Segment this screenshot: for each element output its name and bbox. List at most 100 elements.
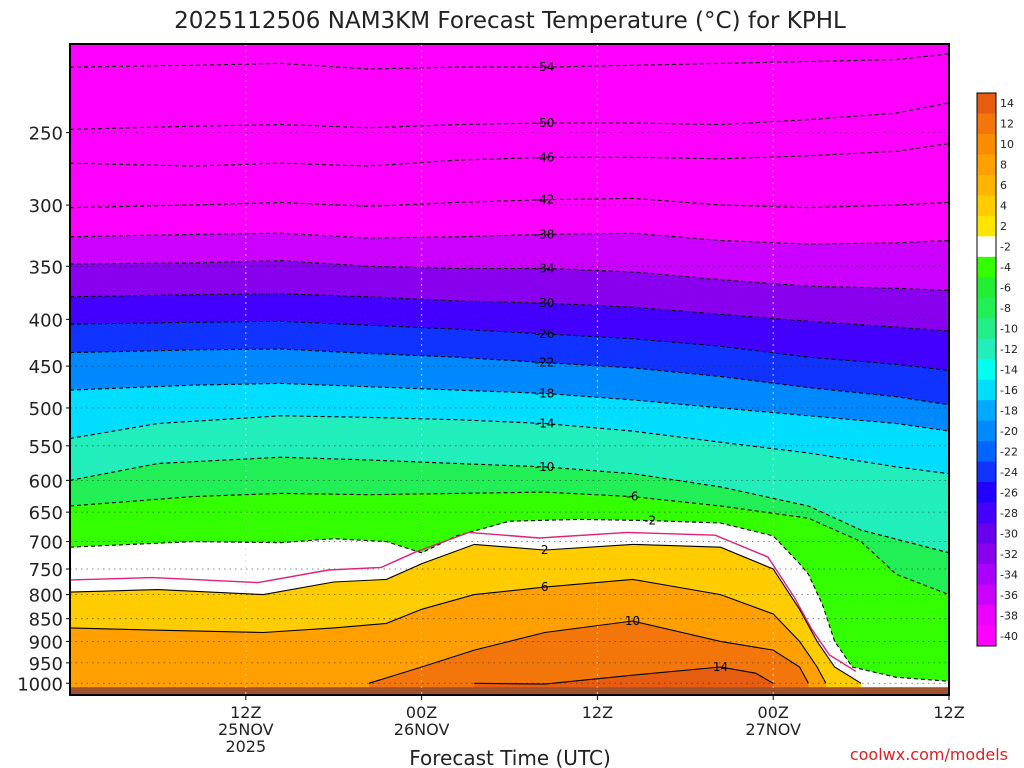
colorbar-swatch-3 xyxy=(977,154,996,176)
isotherm-label-14: 14 xyxy=(713,660,728,674)
y-tick-label-250: 250 xyxy=(29,124,63,145)
colorbar-swatch-23 xyxy=(977,564,996,586)
colorbar-swatch-15 xyxy=(977,400,996,422)
colorbar-label-13: -14 xyxy=(1000,364,1018,377)
x-tick-label-43-0: 12Z xyxy=(933,703,964,722)
y-tick-label-1000: 1000 xyxy=(17,674,63,695)
colorbar-label-21: -30 xyxy=(1000,527,1018,540)
colorbar-label-10: -8 xyxy=(1000,302,1011,315)
colorbar-swatch-20 xyxy=(977,502,996,524)
isotherm--14 xyxy=(70,415,949,475)
x-tick-label-3-2: 2025 xyxy=(225,737,266,756)
colorbar-label-26: -40 xyxy=(1000,630,1018,643)
colorbar-label-4: 6 xyxy=(1000,179,1007,192)
colorbar-swatch-18 xyxy=(977,461,996,483)
colorbar-swatch-2 xyxy=(977,133,996,155)
colorbar-label-11: -10 xyxy=(1000,323,1018,336)
y-tick-label-750: 750 xyxy=(29,560,63,581)
isotherm-label-10: 10 xyxy=(625,614,640,628)
colorbar-swatch-11 xyxy=(977,318,996,340)
colorbar-swatch-5 xyxy=(977,195,996,217)
colorbar-swatch-6 xyxy=(977,215,996,237)
colorbar-swatch-0 xyxy=(977,93,996,114)
colorbar-label-0: 14 xyxy=(1000,97,1014,110)
colorbar: 14 12 10 8 6 4 2 -2 -4 -6 -8 -10 -12 -14 -16 -18 -20 -22 -… xyxy=(976,92,1018,647)
isotherm-label--34: -34 xyxy=(535,262,555,276)
isotherm-10 xyxy=(368,620,809,684)
y-tick-label-350: 350 xyxy=(29,257,63,278)
y-tick-label-650: 650 xyxy=(29,503,63,524)
isotherm--6 xyxy=(70,491,949,596)
colorbar-swatch-25 xyxy=(977,605,996,627)
y-tick-label-700: 700 xyxy=(29,533,63,554)
colorbar-swatch-10 xyxy=(977,297,996,319)
x-tick-label-23-0: 12Z xyxy=(582,703,613,722)
chart-title: 2025112506 NAM3KM Forecast Temperature (… xyxy=(174,8,846,34)
y-tick-label-850: 850 xyxy=(29,610,63,631)
colorbar-swatch-16 xyxy=(977,420,996,442)
colorbar-label-23: -34 xyxy=(1000,568,1018,581)
y-axis-ticks: 2503003504004505005506006507007508008509… xyxy=(17,124,70,695)
colorbar-swatch-13 xyxy=(977,359,996,381)
isotherm--10 xyxy=(70,456,949,554)
isotherm-label--54: -54 xyxy=(535,60,555,74)
colorbar-label-14: -16 xyxy=(1000,384,1018,397)
y-tick-label-300: 300 xyxy=(29,196,63,217)
isotherm-label--10: -10 xyxy=(535,460,555,474)
y-tick-label-550: 550 xyxy=(29,437,63,458)
colorbar-frame xyxy=(976,92,997,647)
isotherm-label--22: -22 xyxy=(535,356,555,370)
isotherm-label--6: -6 xyxy=(627,490,639,504)
colorbar-swatch-7 xyxy=(977,236,996,258)
isotherm-label--38: -38 xyxy=(535,227,555,241)
colorbar-label-24: -36 xyxy=(1000,589,1018,602)
colorbar-label-20: -28 xyxy=(1000,507,1018,520)
isotherm-label--14: -14 xyxy=(535,417,555,431)
y-tick-label-600: 600 xyxy=(29,471,63,492)
x-tick-label-3-1: 25NOV xyxy=(218,720,274,739)
isotherm-label-2: 2 xyxy=(541,543,549,557)
y-tick-label-800: 800 xyxy=(29,586,63,607)
y-tick-label-450: 450 xyxy=(29,357,63,378)
colorbar-swatch-14 xyxy=(977,379,996,401)
plot-frame xyxy=(69,43,950,696)
grid-lines xyxy=(70,44,950,695)
colorbar-swatch-21 xyxy=(977,523,996,545)
x-tick-label-3-0: 12Z xyxy=(230,703,261,722)
x-tick-label-33-1: 27NOV xyxy=(745,720,801,739)
isotherm-contours: -54-50-46-42-38-34-30-26-22-18-14-10-6-2… xyxy=(70,53,949,685)
isotherm-6 xyxy=(70,578,827,684)
colorbar-swatch-19 xyxy=(977,482,996,504)
colorbar-label-19: -26 xyxy=(1000,486,1018,499)
isotherm-label--46: -46 xyxy=(535,150,555,164)
colorbar-label-8: -4 xyxy=(1000,261,1011,274)
colorbar-swatch-4 xyxy=(977,174,996,196)
isotherm-label-6: 6 xyxy=(541,580,549,594)
isotherm-label--50: -50 xyxy=(535,116,555,130)
colorbar-label-9: -6 xyxy=(1000,282,1011,295)
isotherm-label--26: -26 xyxy=(535,327,555,341)
x-tick-label-13-0: 00Z xyxy=(406,703,437,722)
colorbar-label-25: -38 xyxy=(1000,609,1018,622)
credit-link[interactable]: coolwx.com/models xyxy=(850,745,1008,764)
colorbar-swatch-9 xyxy=(977,277,996,299)
colorbar-label-15: -18 xyxy=(1000,404,1018,417)
x-tick-label-33-0: 00Z xyxy=(758,703,789,722)
colorbar-swatch-22 xyxy=(977,543,996,565)
colorbar-label-7: -2 xyxy=(1000,241,1011,254)
ground-strip xyxy=(70,687,949,695)
freezing-line xyxy=(70,531,857,672)
colorbar-label-5: 4 xyxy=(1000,200,1007,213)
colorbar-swatch-1 xyxy=(977,113,996,135)
y-tick-label-950: 950 xyxy=(29,654,63,675)
colorbar-swatch-12 xyxy=(977,338,996,360)
colorbar-label-17: -22 xyxy=(1000,445,1018,458)
y-tick-label-900: 900 xyxy=(29,632,63,653)
colorbar-label-2: 10 xyxy=(1000,138,1014,151)
y-tick-label-400: 400 xyxy=(29,310,63,331)
colorbar-swatch-8 xyxy=(977,256,996,278)
colorbar-label-3: 8 xyxy=(1000,159,1007,172)
isotherm-label--42: -42 xyxy=(535,193,555,207)
colorbar-swatch-26 xyxy=(977,625,996,647)
